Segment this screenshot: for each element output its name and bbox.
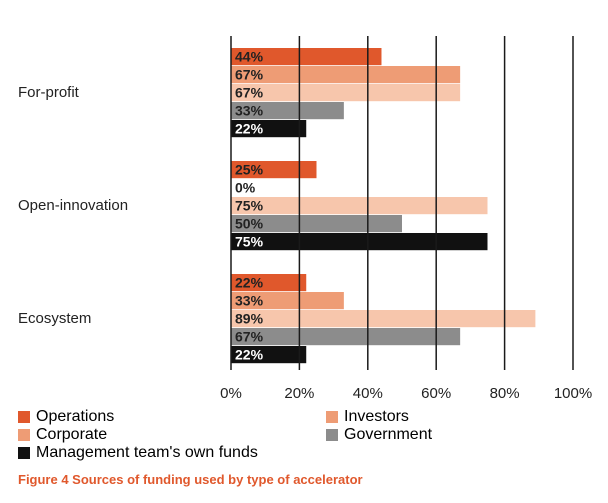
value-label: 67% — [235, 329, 264, 345]
bar-for-profit-government — [231, 102, 344, 120]
legend-item-investors: Investors — [326, 408, 409, 426]
bar-for-profit-corporate — [231, 66, 461, 84]
value-label: 22% — [235, 275, 264, 291]
legend-swatch-investors — [326, 411, 338, 423]
legend-swatch-government — [326, 429, 338, 441]
bar-for-profit-operations — [231, 48, 382, 66]
bar-ecosystem-management-team-s-own-funds — [231, 346, 307, 364]
value-label: 75% — [235, 198, 264, 214]
value-label: 33% — [235, 103, 264, 119]
value-label: 25% — [235, 162, 264, 178]
value-label: 67% — [235, 85, 264, 101]
legend-item-management-funds: Management team's own funds — [18, 444, 258, 462]
x-tick-label: 0% — [220, 385, 242, 402]
x-tick-label: 40% — [353, 385, 383, 402]
category-label: For-profit — [18, 84, 80, 101]
bar-open-innovation-operations — [231, 161, 317, 179]
x-tick-label: 80% — [490, 385, 520, 402]
legend-label-management-funds: Management team's own funds — [36, 444, 258, 461]
legend-label-government: Government — [344, 426, 433, 443]
legend-item-government: Government — [326, 426, 432, 444]
legend-label-investors: Investors — [344, 408, 409, 425]
legend-item-corporate: Corporate — [18, 426, 107, 444]
bar-for-profit-investors — [231, 84, 461, 102]
bar-for-profit-management-team-s-own-funds — [231, 120, 307, 138]
value-label: 67% — [235, 67, 264, 83]
value-label: 44% — [235, 49, 264, 65]
legend-swatch-management-funds — [18, 447, 30, 459]
legend-swatch-operations — [18, 411, 30, 423]
bar-ecosystem-investors — [231, 310, 536, 328]
x-tick-label: 100% — [554, 385, 592, 402]
figure-caption: Figure 4 Sources of funding used by type… — [18, 472, 363, 487]
bar-ecosystem-corporate — [231, 292, 344, 310]
value-label: 75% — [235, 234, 264, 250]
value-label: 0% — [235, 180, 256, 196]
legend-label-corporate: Corporate — [36, 426, 108, 443]
category-label: Ecosystem — [18, 310, 91, 327]
bar-open-innovation-government — [231, 215, 402, 233]
value-label: 89% — [235, 311, 264, 327]
value-label: 22% — [235, 347, 264, 363]
bar-ecosystem-operations — [231, 274, 307, 292]
legend-label-operations: Operations — [36, 408, 115, 425]
bar-open-innovation-investors — [231, 197, 488, 215]
value-label: 33% — [235, 293, 264, 309]
legend-swatch-corporate — [18, 429, 30, 441]
value-label: 50% — [235, 216, 264, 232]
bar-open-innovation-management-team-s-own-funds — [231, 233, 488, 251]
legend-item-operations: Operations — [18, 408, 114, 426]
x-tick-label: 60% — [421, 385, 451, 402]
category-label: Open-innovation — [18, 197, 128, 214]
x-tick-label: 20% — [284, 385, 314, 402]
value-label: 22% — [235, 121, 264, 137]
bar-ecosystem-government — [231, 328, 461, 346]
